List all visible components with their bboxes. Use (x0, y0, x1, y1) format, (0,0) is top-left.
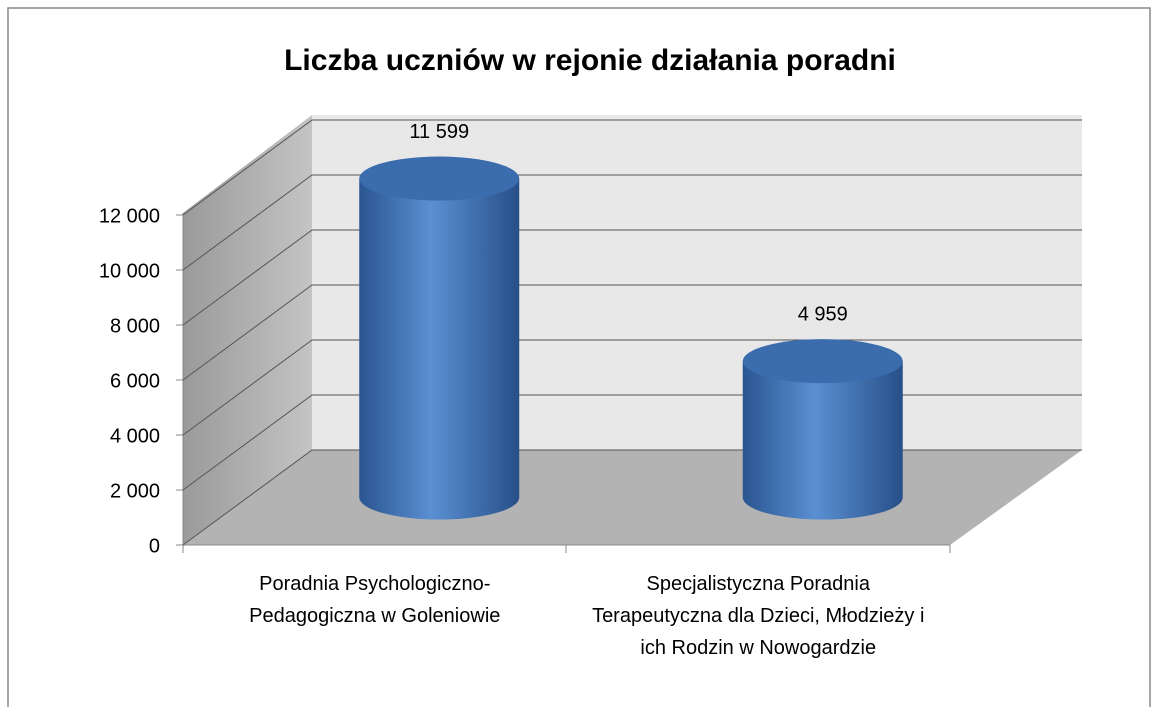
frame (7, 7, 1151, 707)
y-tick-label: 4 000 (110, 425, 160, 447)
y-tick-label: 6 000 (110, 370, 160, 392)
x-tick-label: Poradnia Psychologiczno-Pedagogiczna w G… (249, 573, 501, 627)
floor (183, 450, 1082, 545)
grid-line (182, 174, 1082, 271)
grid-line (182, 284, 1082, 381)
cylinder-body (359, 178, 520, 520)
value-label: 11 599 (409, 121, 469, 143)
grid-line (182, 119, 1082, 216)
y-tick-label: 10 000 (99, 260, 160, 282)
cylinder-top (359, 156, 520, 201)
x-tick-label: Specjalistyczna Poradnia Terapeutyczna d… (592, 573, 925, 659)
y-tick-label: 8 000 (110, 315, 160, 337)
cylinder-body (742, 361, 903, 520)
y-tick-label: 12 000 (99, 205, 160, 227)
chart-title: Liczba uczniów w rejonie działania porad… (284, 44, 896, 77)
y-tick-label: 0 (149, 535, 160, 557)
value-label: 4 959 (798, 303, 848, 325)
y-tick-label: 2 000 (110, 480, 160, 502)
cylinder-top (742, 339, 903, 384)
side-wall (183, 115, 312, 545)
grid-line (182, 229, 1082, 326)
